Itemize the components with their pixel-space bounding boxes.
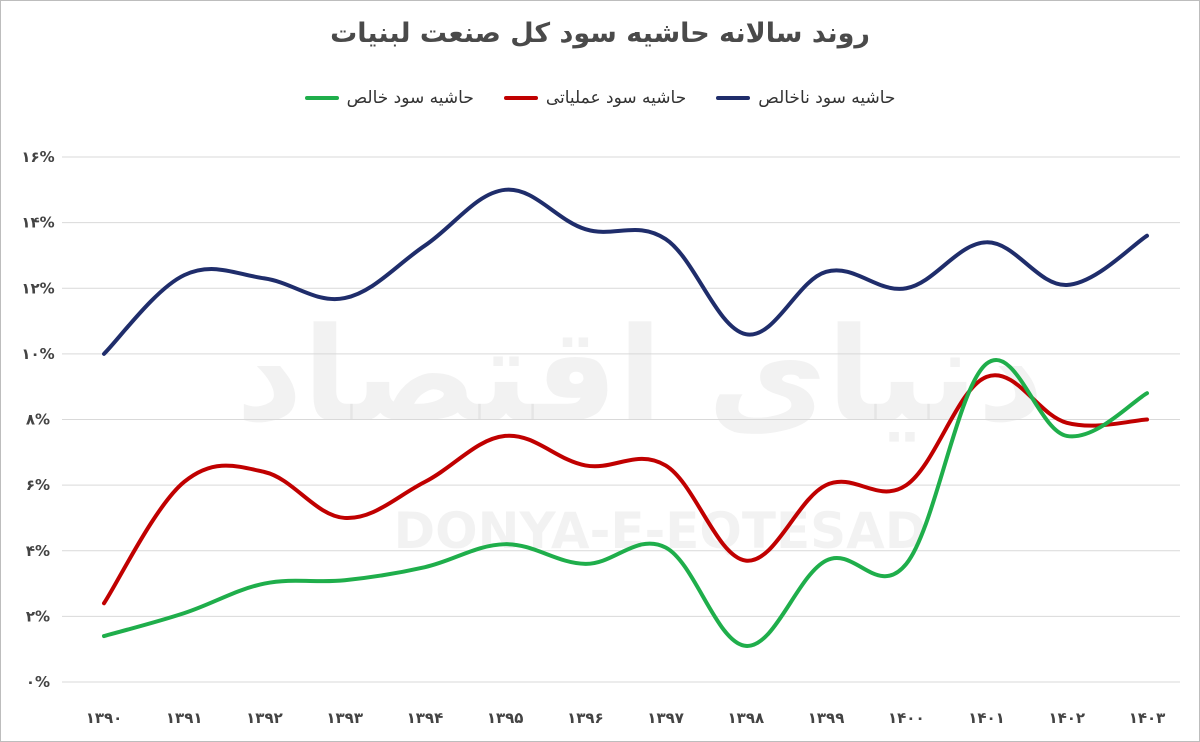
legend-swatch-gross (716, 96, 751, 100)
x-tick-label-3: ۱۳۹۳ (326, 709, 363, 727)
y-tick-label-0: ۰% (26, 673, 50, 691)
series-line-net (102, 358, 1149, 648)
legend-label-net: حاشیه سود خالص (346, 88, 474, 108)
legend: حاشیه سود ناخالص حاشیه سود عملیاتی حاشیه… (0, 88, 1200, 108)
x-tick-label-5: ۱۳۹۵ (487, 709, 524, 727)
y-tick-label-7: ۱۴% (21, 214, 54, 232)
x-tick-label-12: ۱۴۰۲ (1048, 709, 1085, 727)
x-tick-label-2: ۱۳۹۲ (246, 709, 283, 727)
x-tick-label-0: ۱۳۹۰ (86, 709, 123, 727)
legend-swatch-operating (503, 96, 538, 100)
legend-item-operating: حاشیه سود عملیاتی (503, 88, 687, 108)
x-tick-label-10: ۱۴۰۰ (888, 709, 925, 727)
y-tick-label-6: ۱۲% (21, 279, 54, 297)
x-tick-label-8: ۱۳۹۸ (728, 709, 765, 727)
legend-label-gross: حاشیه سود ناخالص (758, 88, 896, 108)
y-tick-label-3: ۶% (26, 476, 50, 494)
y-tick-label-8: ۱۶% (21, 148, 54, 166)
legend-item-net: حاشیه سود خالص (304, 88, 474, 108)
x-tick-label-7: ۱۳۹۷ (647, 709, 684, 727)
chart-title: روند سالانه حاشیه سود کل صنعت لبنیات (330, 18, 870, 49)
legend-swatch-net (304, 96, 339, 100)
x-tick-label-4: ۱۳۹۴ (407, 709, 444, 727)
x-tick-label-9: ۱۳۹۹ (808, 709, 845, 727)
y-tick-label-5: ۱۰% (21, 345, 54, 363)
y-tick-label-2: ۴% (26, 542, 50, 560)
y-tick-label-4: ۸% (26, 411, 50, 429)
x-tick-label-1: ۱۳۹۱ (166, 709, 203, 727)
watermark-text-fa: دنیای اقتصاد (236, 299, 1044, 451)
y-tick-label-1: ۲% (26, 607, 50, 625)
x-tick-label-11: ۱۴۰۱ (968, 709, 1005, 727)
x-tick-label-13: ۱۴۰۳ (1129, 709, 1166, 727)
series-line-gross (102, 187, 1149, 356)
legend-label-operating: حاشیه سود عملیاتی (545, 88, 687, 108)
legend-item-gross: حاشیه سود ناخالص (716, 88, 895, 108)
x-tick-label-6: ۱۳۹۶ (567, 709, 604, 727)
